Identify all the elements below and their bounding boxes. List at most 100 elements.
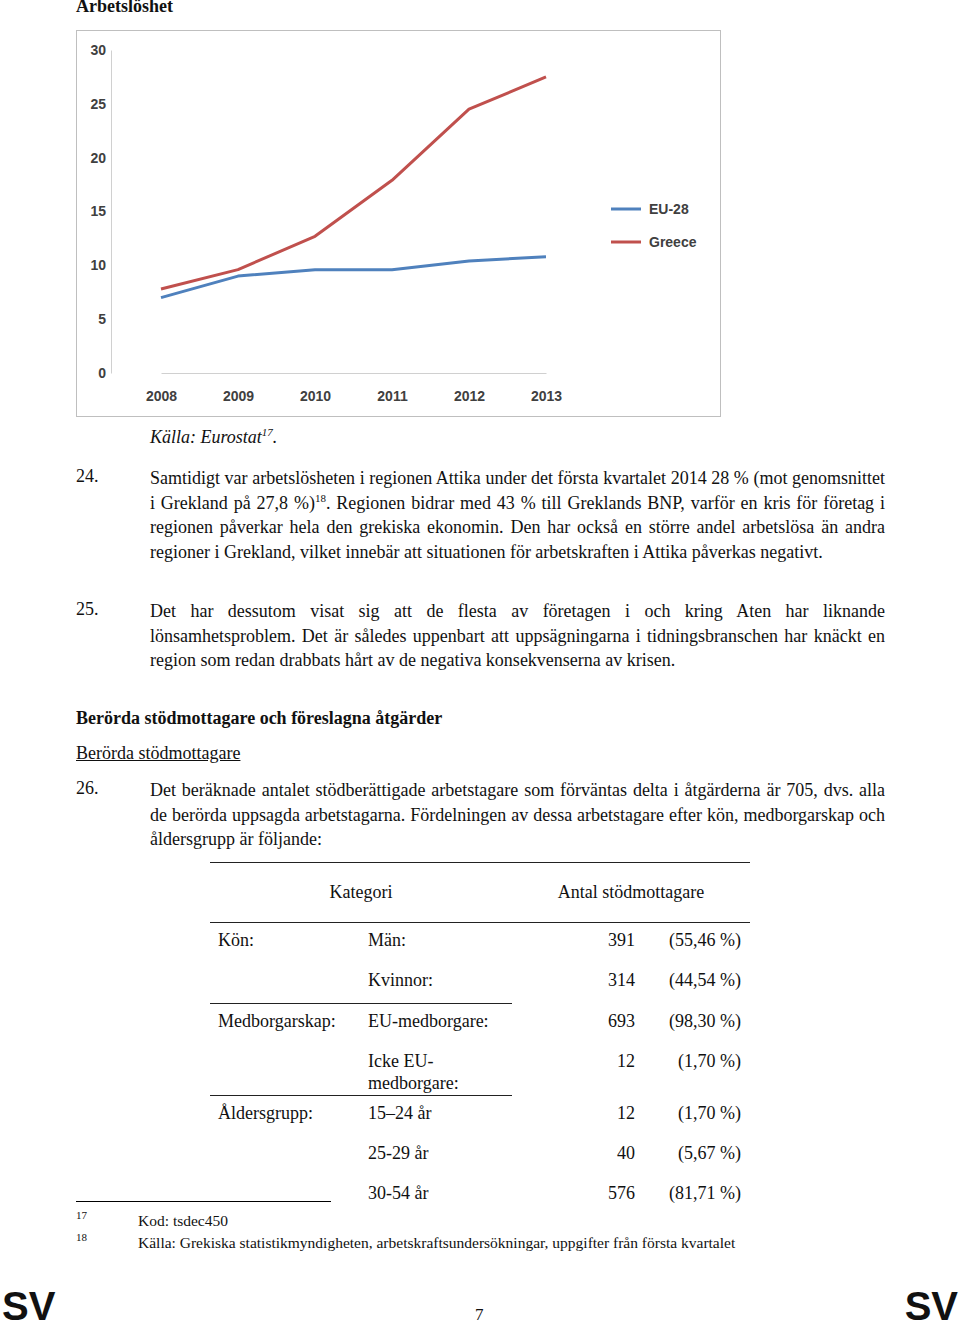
- y-tick: 20: [90, 150, 111, 166]
- label-cell: Män:: [367, 923, 512, 964]
- header-cell: Kategori: [210, 863, 512, 923]
- footer-language-left: SV: [2, 1284, 55, 1327]
- category-cell: [210, 1176, 367, 1216]
- x-axis-line: [162, 373, 547, 374]
- footnote-number: 18: [76, 1231, 87, 1243]
- page-heading: Arbetslöshet: [76, 0, 173, 17]
- section-subheading: Berörda stödmottagare: [76, 743, 240, 764]
- caption-text: Källa: Eurostat: [150, 427, 262, 447]
- footnote-rule: [76, 1201, 331, 1202]
- y-tick-label: 20: [90, 150, 106, 166]
- legend: EU-28 Greece: [611, 201, 697, 250]
- category-cell: Kön:: [210, 923, 367, 964]
- y-tick-label: 10: [90, 257, 106, 273]
- footnote-ref: 18: [315, 492, 326, 504]
- stats-table: KategoriAntal stödmottagareKön:Män:391(5…: [210, 862, 750, 1216]
- caption-end: .: [273, 427, 278, 447]
- share-cell: (5,67 %): [636, 1136, 750, 1176]
- x-tick-label: 2011: [377, 388, 408, 404]
- paragraph-text: Det har dessutom visat sig att de flesta…: [150, 601, 885, 670]
- paragraph-number: 25.: [76, 599, 99, 620]
- y-tick: 10: [90, 257, 111, 273]
- chart: 0 5 10 15 20 25 30 2008 2009 2010 2011 2012 2013 EU-2…: [77, 31, 720, 416]
- colgroup-element: [210, 863, 750, 1217]
- table-row: Medborgarskap:EU-medborgare:693(98,30 %): [210, 1004, 750, 1045]
- share-cell: (44,54 %): [636, 963, 750, 1004]
- legend-swatch: [611, 241, 641, 244]
- label-cell: Icke EU-medborgare:: [367, 1044, 512, 1096]
- label-cell: 25-29 år: [367, 1136, 512, 1176]
- paragraph: Samtidigt var arbetslösheten i regionen …: [150, 466, 885, 564]
- category-cell: Medborgarskap:: [210, 1004, 367, 1045]
- count-cell: 576: [512, 1176, 636, 1216]
- table-row: Åldersgrupp:15–24 år12(1,70 %): [210, 1096, 750, 1137]
- paragraph-text: Det beräknade antalet stödberättigade ar…: [150, 780, 885, 849]
- footnote-text: Kod: tsdec450: [138, 1212, 228, 1230]
- x-tick: 2008: [146, 373, 177, 404]
- count-cell: 40: [512, 1136, 636, 1176]
- plot-area: [161, 77, 546, 298]
- y-axis-line: [111, 51, 112, 374]
- count-cell: 12: [512, 1044, 636, 1096]
- y-tick: 15: [90, 203, 111, 219]
- label-cell: EU-medborgare:: [367, 1004, 512, 1045]
- paragraph: Det beräknade antalet stödberättigade ar…: [150, 778, 885, 852]
- table-row: Icke EU-medborgare:12(1,70 %): [210, 1044, 750, 1096]
- footnote-ref: 17: [262, 426, 273, 438]
- share-cell: (1,70 %): [636, 1096, 750, 1137]
- legend-label: Greece: [649, 234, 697, 250]
- footer-language-right: SV: [905, 1284, 958, 1327]
- table-row: 30-54 år576(81,71 %): [210, 1176, 750, 1216]
- chart-frame: 0 5 10 15 20 25 30 2008 2009 2010 2011 2012 2013 EU-2…: [76, 30, 721, 417]
- series-line: [161, 77, 546, 289]
- x-tick: 2012: [454, 373, 485, 404]
- share-cell: (81,71 %): [636, 1176, 750, 1216]
- label-cell: 30-54 år: [367, 1176, 512, 1216]
- footnote-number: 17: [76, 1209, 87, 1221]
- category-cell: [210, 963, 367, 1004]
- page-number: 7: [475, 1305, 484, 1325]
- x-tick: 2011: [377, 373, 408, 404]
- label-cell: Kvinnor:: [367, 963, 512, 1004]
- share-cell: (55,46 %): [636, 923, 750, 964]
- share-cell: (98,30 %): [636, 1004, 750, 1045]
- count-cell: 314: [512, 963, 636, 1004]
- table-row: 25-29 år40(5,67 %): [210, 1136, 750, 1176]
- x-tick: 2010: [300, 373, 331, 404]
- x-tick-label: 2008: [146, 388, 177, 404]
- y-tick-label: 0: [98, 365, 106, 381]
- series-line: [161, 257, 546, 298]
- category-cell: [210, 1136, 367, 1176]
- stats-table-wrap: KategoriAntal stödmottagareKön:Män:391(5…: [210, 862, 750, 1216]
- y-tick-label: 15: [90, 203, 106, 219]
- x-tick-label: 2012: [454, 388, 485, 404]
- x-tick: 2009: [223, 373, 254, 404]
- y-tick: 0: [98, 365, 111, 381]
- section-heading: Berörda stödmottagare och föreslagna åtg…: [76, 708, 442, 729]
- x-tick: 2013: [531, 373, 562, 404]
- paragraph: Det har dessutom visat sig att de flesta…: [150, 599, 885, 673]
- y-tick: 5: [98, 311, 111, 327]
- col-element: [210, 863, 367, 1217]
- category-cell: [210, 1044, 367, 1096]
- x-tick-label: 2009: [223, 388, 254, 404]
- header-cell: Antal stödmottagare: [512, 863, 750, 923]
- category-cell: Åldersgrupp:: [210, 1096, 367, 1137]
- paragraph-number: 24.: [76, 466, 99, 487]
- y-tick-label: 5: [98, 311, 106, 327]
- footnote-text: Källa: Grekiska statistikmyndigheten, ar…: [138, 1234, 735, 1252]
- legend-label: EU-28: [649, 201, 689, 217]
- y-tick: 25: [90, 96, 111, 112]
- share-cell: (1,70 %): [636, 1044, 750, 1096]
- count-cell: 391: [512, 923, 636, 964]
- table-row: Kön:Män:391(55,46 %): [210, 923, 750, 964]
- y-tick-label: 30: [90, 42, 106, 58]
- legend-swatch: [611, 208, 641, 211]
- y-tick: 30: [90, 42, 111, 58]
- table-header: KategoriAntal stödmottagare: [210, 863, 750, 923]
- paragraph-number: 26.: [76, 778, 99, 799]
- x-tick-label: 2013: [531, 388, 562, 404]
- y-tick-label: 25: [90, 96, 106, 112]
- count-cell: 12: [512, 1096, 636, 1137]
- chart-caption: Källa: Eurostat17.: [150, 427, 277, 448]
